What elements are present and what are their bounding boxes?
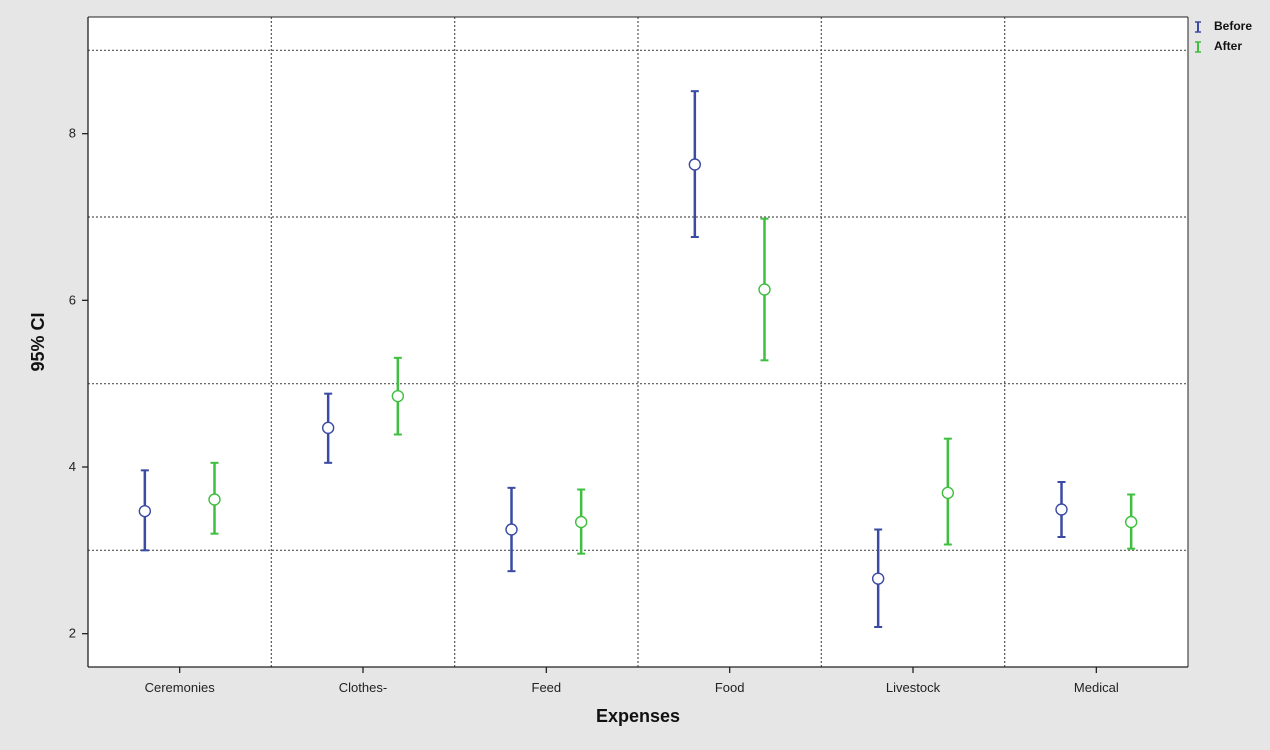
mean-marker	[688, 158, 702, 171]
mean-marker	[321, 421, 335, 435]
mean-marker	[208, 493, 221, 506]
grid-lines	[88, 17, 1188, 667]
x-tick-label: Clothes-	[339, 680, 387, 695]
y-tick-label: 8	[69, 126, 76, 141]
legend-label-before: Before	[1214, 19, 1252, 33]
mean-marker	[505, 523, 518, 536]
x-tick-label: Feed	[532, 680, 562, 695]
mean-marker	[1124, 515, 1138, 529]
mean-marker	[871, 572, 885, 585]
legend-label-after: After	[1214, 39, 1242, 53]
x-tick-label: Medical	[1074, 680, 1119, 695]
x-axis-title: Expenses	[596, 706, 680, 726]
y-tick-label: 4	[69, 459, 76, 474]
y-tick-label: 2	[69, 626, 76, 641]
x-tick-label: Ceremonies	[145, 680, 216, 695]
series-before	[138, 90, 1068, 628]
y-tick-label: 6	[69, 292, 76, 307]
y-axis-title: 95% CI	[28, 312, 48, 371]
mean-marker	[138, 504, 152, 518]
mean-marker	[574, 515, 588, 529]
series-marks	[138, 90, 1138, 628]
x-tick-label: Livestock	[886, 680, 941, 695]
mean-marker	[758, 283, 771, 296]
x-tick-label: Food	[715, 680, 745, 695]
axes: 2 4 6 8 Ceremonies Clothes- Feed Food Livestock M…	[69, 16, 1189, 695]
series-after	[208, 217, 1138, 555]
mean-marker	[941, 486, 955, 500]
mean-marker	[391, 389, 405, 403]
legend: Before After	[1195, 19, 1252, 53]
mean-marker	[1055, 503, 1068, 516]
